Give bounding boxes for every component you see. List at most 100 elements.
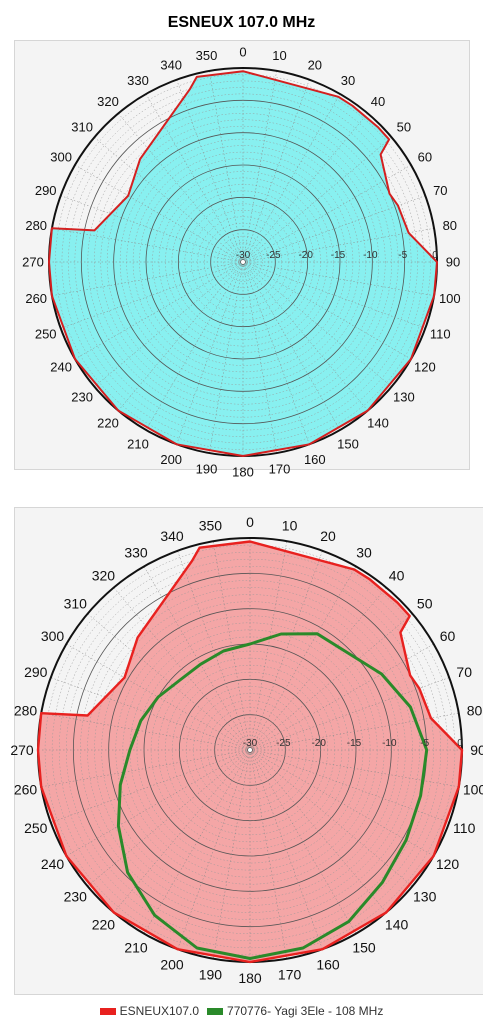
minor-grid-circle [236, 255, 250, 269]
major-grid-circle [177, 196, 309, 328]
radial-tick-label: -25 [276, 738, 291, 749]
legend-item-esneux[interactable]: ESNEUX107.0 [99, 1004, 199, 1018]
angle-label-250: 250 [24, 820, 48, 836]
minor-grid-circle [80, 580, 420, 920]
radial-tick-label: -25 [266, 250, 281, 261]
angle-label-200: 200 [160, 956, 184, 972]
radial-spoke [74, 164, 244, 263]
angle-label-260: 260 [14, 782, 38, 798]
radial-spoke [249, 749, 413, 887]
minor-grid-circle [191, 210, 295, 314]
legend-item-yagi[interactable]: 770776- Yagi 3Ele - 108 MHz [207, 1004, 383, 1018]
angle-label-100: 100 [439, 291, 461, 306]
radial-spoke [242, 261, 426, 329]
radial-spoke [87, 749, 251, 887]
angle-label-180: 180 [238, 970, 262, 986]
angle-label-220: 220 [97, 416, 119, 431]
radial-spoke [242, 261, 392, 387]
radial-tick-label: -10 [382, 738, 397, 749]
radial-spoke [118, 261, 244, 411]
angle-label-230: 230 [71, 390, 93, 405]
angle-label-240: 240 [41, 856, 65, 872]
angle-label-110: 110 [430, 327, 451, 342]
radial-spoke [113, 749, 251, 913]
radial-tick-label: -15 [331, 250, 346, 261]
radial-spoke [249, 587, 387, 751]
angle-label-230: 230 [64, 889, 88, 905]
angle-label-60: 60 [440, 628, 456, 644]
minor-grid-circle [51, 551, 449, 949]
radial-spoke [249, 566, 357, 751]
angle-label-170: 170 [278, 967, 302, 983]
radial-spoke [249, 749, 459, 788]
angle-label-350: 350 [199, 518, 223, 534]
angle-label-200: 200 [160, 452, 182, 467]
major-grid-circle [145, 164, 341, 360]
minor-grid-circle [61, 80, 425, 444]
radial-spoke [50, 677, 251, 751]
radial-spoke [249, 749, 450, 823]
radial-spoke [249, 749, 357, 934]
chart-legend: ESNEUX107.0 770776- Yagi 3Ele - 108 MHz [0, 1004, 483, 1018]
angle-label-140: 140 [367, 416, 389, 431]
radial-spoke [94, 137, 244, 263]
radial-spoke [212, 541, 251, 751]
radial-spoke [41, 749, 251, 788]
angle-label-310: 310 [71, 120, 93, 135]
legend-swatch-green [207, 1007, 224, 1015]
radial-spoke [242, 164, 412, 263]
angle-label-290: 290 [35, 183, 57, 198]
angle-label-40: 40 [371, 94, 385, 109]
radial-spoke [87, 613, 251, 751]
angle-label-50: 50 [397, 120, 411, 135]
angle-label-150: 150 [337, 437, 359, 452]
radial-spoke [94, 261, 244, 387]
radial-spoke [176, 261, 244, 445]
radial-spoke [177, 550, 251, 751]
angle-label-280: 280 [25, 218, 47, 233]
radial-spoke [242, 70, 277, 263]
radial-spoke [50, 749, 251, 823]
minor-grid-circle [44, 544, 456, 956]
series-line-1-1 [116, 632, 429, 960]
angle-label-130: 130 [413, 889, 437, 905]
radial-spoke [113, 587, 251, 751]
minor-grid-circle [139, 158, 347, 366]
angle-label-220: 220 [92, 917, 116, 933]
angle-label-340: 340 [160, 528, 184, 544]
minor-grid-circle [152, 171, 334, 353]
radial-spoke [249, 712, 459, 751]
radial-spoke [242, 261, 341, 431]
radial-spoke [242, 261, 310, 445]
angle-label-350: 350 [196, 48, 218, 63]
angle-label-10: 10 [282, 518, 298, 534]
center-point [247, 747, 253, 753]
minor-grid-circle [100, 119, 386, 405]
radial-spoke [242, 93, 341, 263]
radial-spoke [145, 261, 244, 431]
minor-grid-circle [197, 216, 289, 308]
radial-spoke [249, 550, 323, 751]
angle-label-40: 40 [389, 567, 405, 583]
radial-tick-label: -10 [363, 250, 378, 261]
angle-label-290: 290 [24, 664, 48, 680]
angle-label-120: 120 [436, 856, 460, 872]
angle-label-280: 280 [14, 702, 38, 718]
legend-label-yagi: 770776- Yagi 3Ele - 108 MHz [227, 1004, 384, 1018]
radial-spoke [143, 749, 251, 934]
angle-label-70: 70 [433, 183, 447, 198]
angle-label-250: 250 [35, 327, 57, 342]
angle-label-210: 210 [127, 437, 149, 452]
angle-label-80: 80 [467, 702, 483, 718]
radial-spoke [242, 137, 392, 263]
angle-label-160: 160 [304, 452, 326, 467]
radial-spoke [145, 93, 244, 263]
center-point [240, 259, 246, 265]
angle-label-0: 0 [239, 45, 246, 60]
radial-spoke [242, 195, 426, 263]
radial-tick-label: -20 [298, 250, 313, 261]
minor-grid-circle [223, 242, 263, 282]
angle-label-90: 90 [470, 742, 483, 758]
angle-label-170: 170 [269, 462, 291, 477]
angle-label-110: 110 [453, 820, 476, 836]
